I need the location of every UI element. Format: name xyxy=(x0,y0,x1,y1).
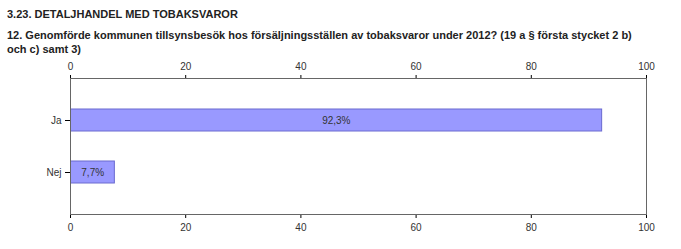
svg-text:80: 80 xyxy=(526,61,538,72)
svg-text:7,7%: 7,7% xyxy=(81,167,104,178)
svg-text:60: 60 xyxy=(411,61,423,72)
svg-text:80: 80 xyxy=(526,222,538,233)
svg-text:40: 40 xyxy=(295,222,307,233)
svg-text:Ja: Ja xyxy=(51,115,62,126)
html-text:12. Genomförde kommunen tillsy: 12. Genomförde kommunen tillsynsbesök ho… xyxy=(7,29,632,55)
svg-text:Nej: Nej xyxy=(46,167,61,178)
svg-text:60: 60 xyxy=(411,222,423,233)
svg-text:40: 40 xyxy=(295,61,307,72)
html-text:3.23. DETALJHANDEL MED TOBAKSV: 3.23. DETALJHANDEL MED TOBAKSVAROR xyxy=(7,8,238,20)
svg-text:100: 100 xyxy=(638,222,655,233)
svg-text:20: 20 xyxy=(180,222,192,233)
svg-text:0: 0 xyxy=(68,61,74,72)
svg-text:100: 100 xyxy=(638,61,655,72)
svg-text:92,3%: 92,3% xyxy=(322,115,350,126)
svg-text:20: 20 xyxy=(180,61,192,72)
svg-text:0: 0 xyxy=(68,222,74,233)
